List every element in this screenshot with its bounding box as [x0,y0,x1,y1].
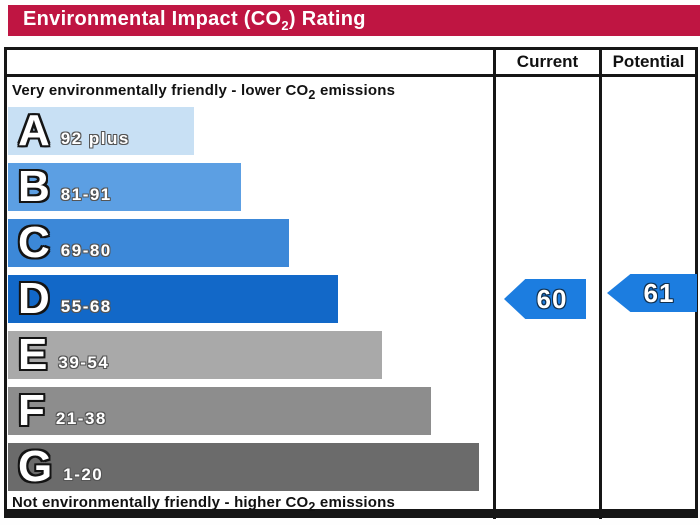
band-d: D 55-68 [8,275,338,323]
caption-bottom: Not environmentally friendly - higher CO… [12,494,396,514]
band-d-letter: D [18,274,50,323]
band-f-range: 21-38 [55,408,107,428]
band-a-range: 92 plus [60,128,130,148]
band-g: G 1-20 [8,443,479,491]
current-column-header: Current [493,50,599,77]
band-d-range: 55-68 [60,296,112,316]
band-b: B 81-91 [8,163,241,211]
potential-value-cell: 61 [599,77,697,519]
band-e: E 39-54 [8,331,382,379]
potential-column-header: Potential [599,50,695,77]
current-value-cell: 60 [493,77,599,519]
caption-top: Very environmentally friendly - lower CO… [12,82,396,102]
band-c-letter: C [18,218,50,267]
band-b-letter: B [18,162,50,211]
rating-table: Current Potential Very environmentally f… [4,47,698,519]
band-g-letter: G [18,442,53,491]
band-f-letter: F [18,386,45,435]
band-a: A 92 plus [8,107,194,155]
band-b-range: 81-91 [60,184,112,204]
potential-rating-arrow: 61 [607,274,697,312]
current-rating-arrow: 60 [504,279,586,319]
rating-scale-cell: Very environmentally friendly - lower CO… [7,77,493,519]
chart-title: Environmental Impact (CO2) Rating [23,8,366,33]
band-c-range: 69-80 [60,240,112,260]
current-rating-value: 60 [536,283,568,314]
band-g-range: 1-20 [63,464,104,484]
band-a-letter: A [18,106,50,155]
band-e-letter: E [18,330,48,379]
chart-title-banner: Environmental Impact (CO2) Rating [8,5,700,36]
potential-rating-value: 61 [643,277,675,308]
header-spacer-cell [7,50,493,77]
band-e-range: 39-54 [58,352,110,372]
rating-bars: A 92 plus B 81-91 C 69-80 D 55-68 E 39 [8,107,493,491]
band-c: C 69-80 [8,219,289,267]
band-f: F 21-38 [8,387,431,435]
